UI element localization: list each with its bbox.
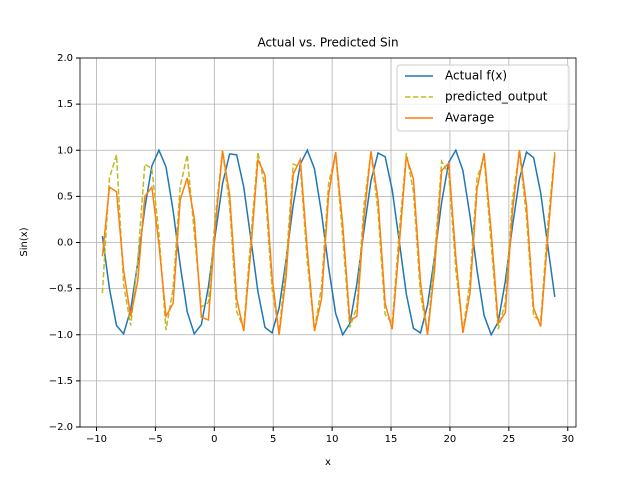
x-axis-label: x [325,457,331,468]
legend-box [396,64,570,132]
y-axis-label: Sin(x) [19,227,30,256]
y-tick-label: 0.0 [57,238,73,249]
y-tick-label: −2.0 [49,422,73,433]
y-tick-label: 0.5 [57,191,73,202]
legend-label: predicted_output [445,90,548,104]
x-tick-label: 10 [326,434,339,445]
y-tick-label: 1.5 [57,99,73,110]
legend-label: Avarage [445,111,494,125]
data-line [101,148,556,337]
y-tick-label: 2.0 [57,53,73,64]
x-tick-label: 25 [502,434,515,445]
plot-frame [79,57,577,428]
y-tick-label: −1.5 [49,376,73,387]
y-tick-label: −0.5 [49,284,73,295]
x-tick-label: 5 [270,434,276,445]
y-tick-label: 1.0 [57,145,73,156]
x-tick-label: −10 [86,434,107,445]
legend-label: Actual f(x) [445,69,507,83]
data-line [101,150,556,335]
data-line [101,150,556,334]
x-tick-label: −5 [148,434,163,445]
chart-title: Actual vs. Predicted Sin [257,36,398,50]
x-tick-label: 30 [561,434,574,445]
x-tick-label: 0 [211,434,217,445]
x-tick-label: 20 [444,434,457,445]
x-tick-label: 15 [385,434,398,445]
y-tick-label: −1.0 [49,330,73,341]
